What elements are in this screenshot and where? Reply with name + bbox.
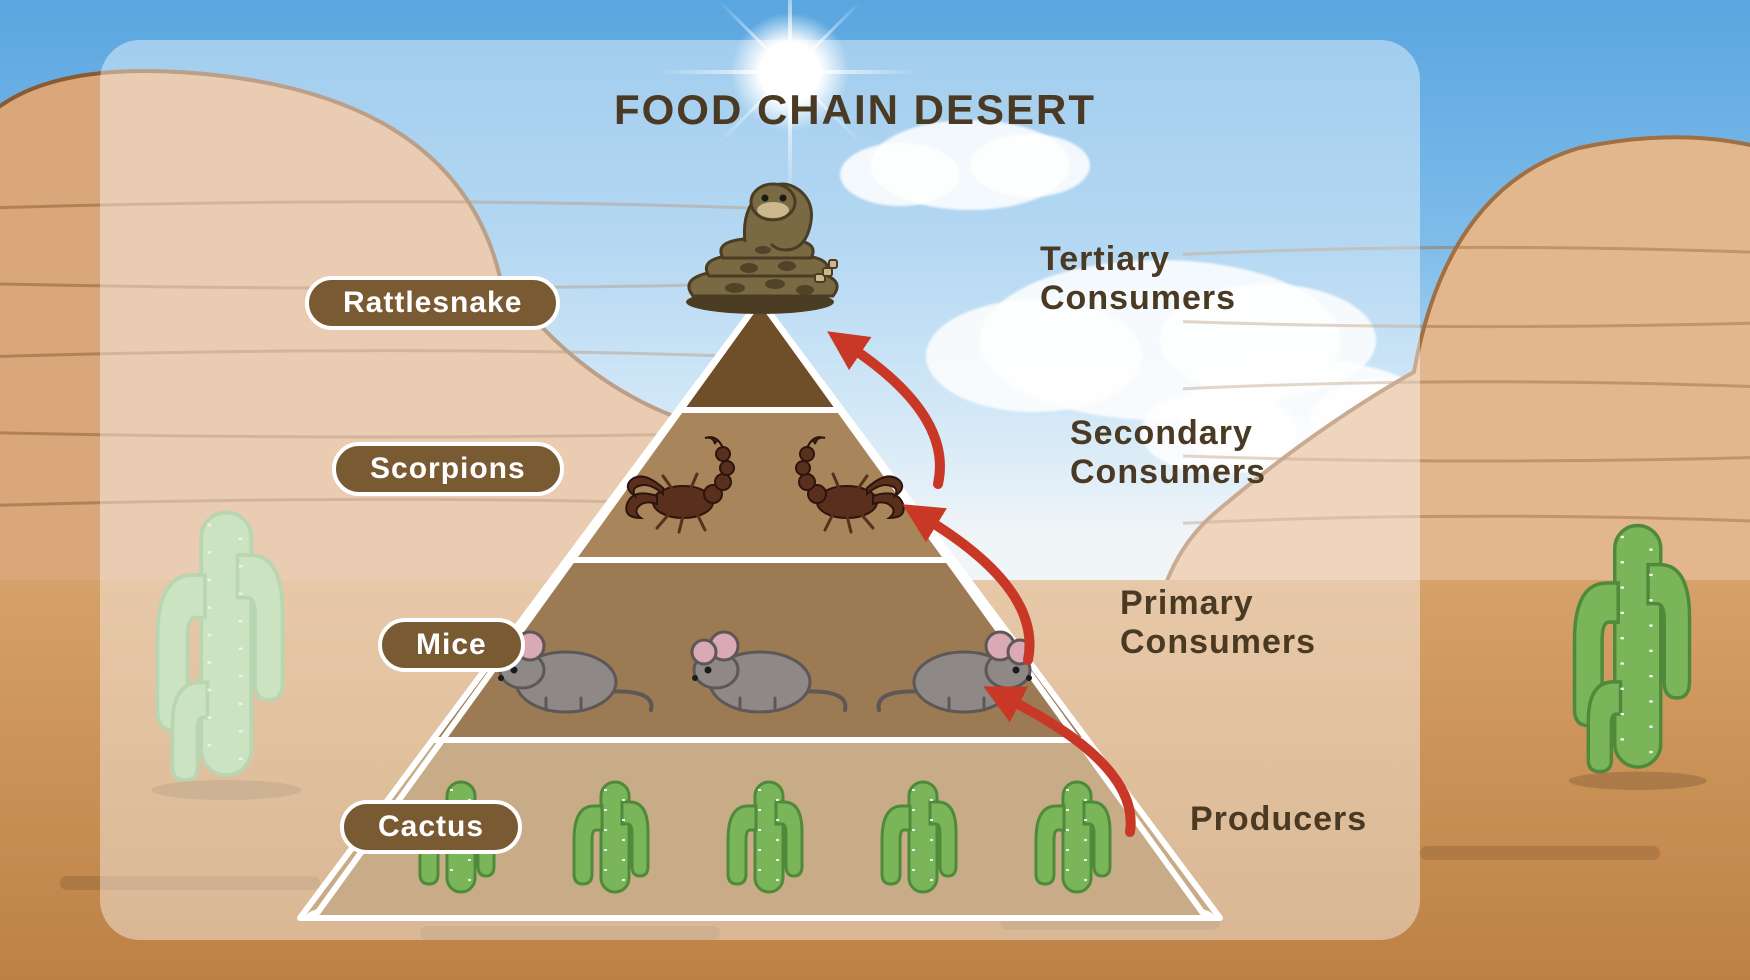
flow-arrows <box>0 0 1750 980</box>
species-pill-secondary: Scorpions <box>332 442 564 496</box>
species-pill-tertiary: Rattlesnake <box>305 276 560 330</box>
flow-arrow <box>1010 700 1131 832</box>
flow-arrow <box>928 520 1030 660</box>
trophic-label-primary: Primary Consumers <box>1120 584 1316 662</box>
trophic-label-producers: Producers <box>1190 800 1367 839</box>
flow-arrow <box>852 348 940 484</box>
species-pill-producers: Cactus <box>340 800 522 854</box>
scene: FOOD CHAIN DESERT <box>0 0 1750 980</box>
trophic-label-tertiary: Tertiary Consumers <box>1040 240 1236 318</box>
species-pill-primary: Mice <box>378 618 525 672</box>
trophic-label-secondary: Secondary Consumers <box>1070 414 1266 492</box>
